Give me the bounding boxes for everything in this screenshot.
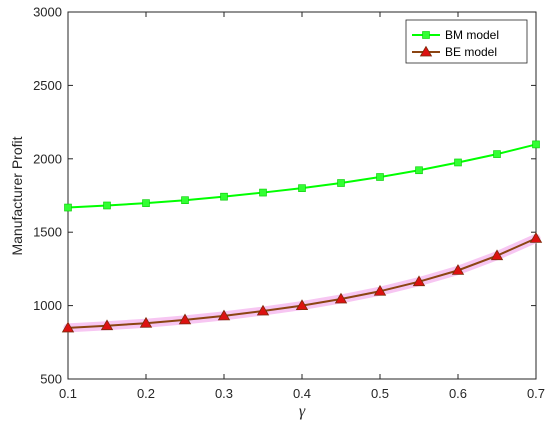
- x-tick-label: 0.2: [137, 386, 155, 401]
- series-layer: [61, 140, 543, 333]
- y-tick-label: 500: [40, 372, 62, 387]
- legend-label: BE model: [445, 45, 497, 59]
- x-tick-label: 0.5: [371, 386, 389, 401]
- tick-labels: 0.1 0.2 0.3 0.4 0.5 0.6 0.7 500 1000 1500 2000 2500…: [33, 5, 545, 402]
- y-tick-label: 3000: [33, 5, 62, 20]
- data-point: [220, 192, 228, 201]
- data-point: [532, 140, 540, 149]
- data-point: [529, 232, 543, 243]
- data-point: [259, 188, 267, 197]
- data-point: [139, 316, 153, 328]
- data-point: [415, 166, 423, 175]
- legend-entry: BM model: [412, 28, 499, 42]
- data-point: [100, 319, 114, 331]
- data-point: [181, 196, 189, 204]
- data-point: [451, 264, 465, 275]
- legend-entry: BE model: [412, 45, 497, 59]
- data-point: [490, 249, 504, 261]
- y-tick-label: 1500: [33, 225, 62, 240]
- data-point: [337, 179, 345, 187]
- data-point: [142, 199, 150, 207]
- data-point: [217, 309, 231, 321]
- data-point: [493, 150, 501, 158]
- series-1: [64, 140, 540, 212]
- y-tick-label: 2000: [33, 151, 62, 166]
- data-point: [422, 31, 430, 39]
- data-point: [373, 284, 387, 296]
- legend: BM model BE model: [405, 19, 528, 64]
- data-point: [295, 299, 309, 311]
- data-point: [334, 292, 348, 304]
- x-tick-label: 0.7: [527, 386, 545, 401]
- x-tick-label: 0.4: [293, 386, 311, 401]
- x-axis-title: γ: [299, 403, 306, 420]
- data-point: [454, 158, 462, 167]
- axis-ticks: [67, 11, 537, 380]
- data-point: [412, 275, 426, 287]
- x-tick-label: 0.6: [449, 386, 467, 401]
- y-axis-title: Manufacturer Profit: [9, 136, 25, 255]
- legend-items: BM model BE model: [412, 28, 499, 59]
- data-point: [178, 313, 192, 325]
- data-point: [61, 321, 75, 333]
- data-point: [419, 45, 433, 57]
- y-tick-label: 1000: [33, 298, 62, 313]
- series-2: [61, 232, 543, 333]
- data-point: [256, 304, 270, 316]
- data-point: [64, 203, 72, 212]
- x-tick-label: 0.3: [215, 386, 233, 401]
- x-tick-label: 0.1: [59, 386, 77, 401]
- data-point: [298, 184, 306, 192]
- data-point: [103, 201, 111, 210]
- data-point: [376, 173, 384, 181]
- y-tick-label: 2500: [33, 78, 62, 93]
- legend-label: BM model: [445, 28, 499, 42]
